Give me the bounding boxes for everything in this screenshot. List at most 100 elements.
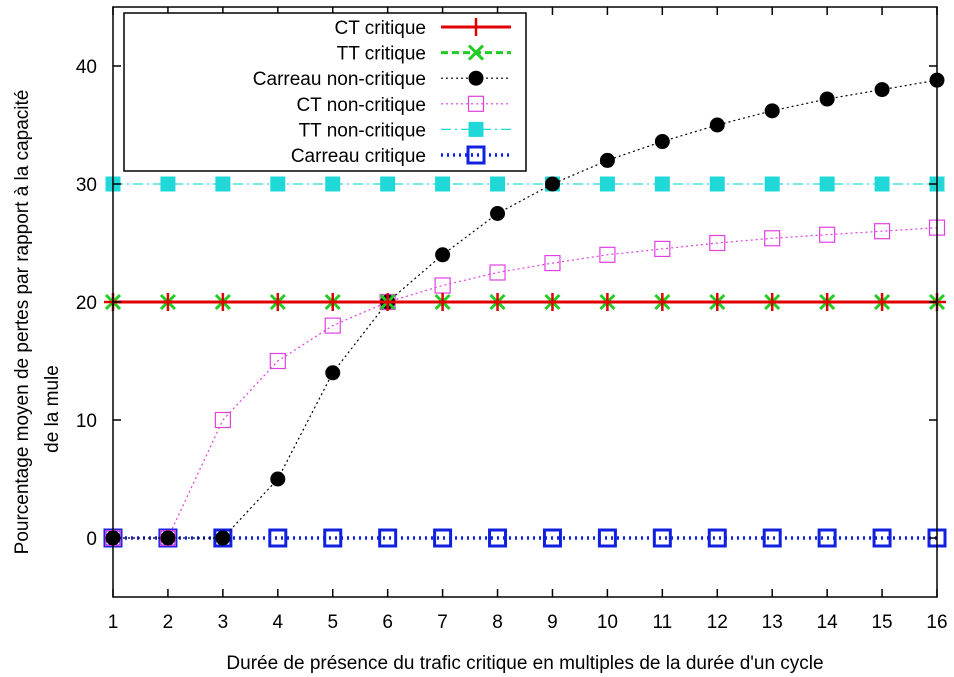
x-tick-label: 7: [437, 612, 448, 633]
series-carreau-non-critique: [105, 72, 945, 546]
data-point-ct-non-critique: [489, 264, 506, 281]
data-point-ct-critique: [818, 293, 837, 311]
data-point-carreau-critique: [488, 528, 508, 548]
data-point-tt-non-critique: [490, 176, 506, 192]
legend-item-ct-critique: CT critique: [334, 18, 511, 39]
data-point-tt-non-critique: [325, 176, 341, 192]
legend-item-ct-non-critique: CT non-critique: [296, 95, 511, 116]
data-point-tt-non-critique: [819, 176, 835, 192]
x-tick-label: 8: [492, 612, 503, 633]
x-tick-label: 1: [108, 612, 119, 633]
y-axis-label-line-1: Pourcentage moyen de pertes par rapport …: [12, 90, 33, 555]
data-point-carreau-non-critique: [544, 176, 560, 192]
x-tick-label: 2: [163, 612, 174, 633]
data-point-ct-critique: [708, 293, 727, 311]
data-point-carreau-non-critique: [654, 134, 670, 150]
series-carreau-critique: [103, 528, 947, 548]
x-tick-label: 16: [926, 612, 947, 633]
legend-item-carreau-critique: Carreau critique: [291, 145, 511, 167]
legend-label: TT critique: [337, 44, 426, 65]
data-point-ct-non-critique: [434, 277, 451, 294]
legend-label: Carreau non-critique: [253, 69, 426, 90]
series-layer: [103, 72, 947, 548]
data-point-carreau-critique: [268, 528, 288, 548]
data-point-ct-critique: [543, 293, 562, 311]
data-point-ct-non-critique: [873, 223, 891, 240]
legend-marker: [466, 145, 486, 165]
series-ct-non-critique: [104, 219, 946, 547]
y-tick-label: 10: [76, 411, 97, 432]
legend-item-carreau-non-critique: Carreau non-critique: [253, 69, 511, 90]
legend-marker: [467, 18, 485, 36]
data-point-ct-non-critique: [654, 240, 671, 257]
data-point-tt-non-critique: [380, 176, 396, 192]
data-point-carreau-non-critique: [709, 117, 725, 133]
legend-marker: [467, 95, 485, 112]
x-axis-label: Durée de présence du trafic critique en …: [226, 653, 823, 674]
legend-box: [123, 12, 527, 172]
data-point-ct-critique: [488, 293, 507, 311]
x-tick-label: 13: [762, 612, 783, 633]
legend-marker: [468, 70, 484, 86]
data-point-carreau-non-critique: [490, 206, 506, 221]
data-point-tt-non-critique: [654, 176, 670, 192]
series-line-carreau-non-critique: [113, 79, 938, 539]
y-axis-label-line-2: de la mule: [42, 365, 63, 453]
series-tt-non-critique: [105, 176, 945, 192]
data-point-ct-non-critique: [709, 234, 726, 252]
data-point-carreau-critique: [378, 528, 398, 548]
x-tick-label: 4: [273, 612, 284, 633]
data-point-tt-non-critique: [435, 176, 451, 192]
legend-item-tt-critique: TT critique: [337, 44, 511, 65]
data-point-tt-non-critique: [874, 176, 890, 192]
x-tick-label: 5: [327, 612, 338, 633]
data-point-carreau-non-critique: [599, 152, 615, 168]
x-tick-label: 14: [817, 612, 839, 633]
data-point-tt-non-critique: [215, 176, 231, 192]
data-point-ct-non-critique: [819, 226, 836, 243]
data-point-ct-critique: [598, 293, 617, 311]
data-point-carreau-critique: [817, 528, 837, 548]
data-point-carreau-critique: [762, 528, 782, 548]
data-point-ct-critique: [378, 293, 397, 311]
series-ct-critique: [104, 293, 946, 311]
data-point-tt-non-critique: [599, 176, 615, 192]
data-point-ct-critique: [763, 293, 782, 311]
data-point-carreau-critique: [872, 528, 892, 548]
y-tick-label: 40: [76, 57, 97, 78]
legend-marker: [468, 121, 484, 137]
x-tick-label: 9: [547, 612, 558, 633]
data-point-carreau-critique: [707, 528, 727, 548]
data-point-carreau-critique: [597, 528, 617, 548]
data-point-ct-critique: [158, 293, 177, 311]
legend-label: TT non-critique: [299, 120, 426, 141]
data-point-carreau-non-critique: [435, 247, 451, 263]
data-point-ct-critique: [873, 293, 892, 311]
data-point-carreau-critique: [323, 528, 343, 548]
x-tick-label: 12: [707, 612, 728, 633]
legend-label: Carreau critique: [291, 146, 426, 167]
y-tick-label: 20: [76, 293, 97, 314]
data-point-tt-non-critique: [160, 176, 176, 192]
x-tick-label: 11: [652, 612, 672, 633]
data-point-ct-non-critique: [269, 352, 286, 370]
x-tick-label: 3: [218, 612, 229, 633]
data-point-tt-non-critique: [764, 176, 780, 192]
legend-label: CT non-critique: [296, 95, 426, 116]
data-point-carreau-non-critique: [160, 530, 176, 546]
legend-marker: [467, 44, 485, 61]
legend-layer: CT critique TT critique Carreau non-critiq…: [123, 12, 527, 172]
series-line-ct-non-critique: [113, 227, 938, 539]
data-point-carreau-critique: [433, 528, 453, 548]
data-point-ct-critique: [433, 293, 452, 311]
data-point-carreau-critique: [542, 528, 562, 548]
data-point-ct-critique: [268, 293, 287, 311]
data-point-ct-non-critique: [544, 254, 561, 272]
data-point-carreau-non-critique: [874, 82, 890, 98]
data-point-carreau-non-critique: [215, 530, 231, 546]
legend-item-tt-non-critique: TT non-critique: [299, 120, 511, 141]
legend-label: CT critique: [334, 18, 426, 39]
data-point-carreau-critique: [652, 528, 672, 548]
data-point-ct-non-critique: [599, 246, 616, 263]
x-tick-label: 15: [871, 612, 892, 633]
